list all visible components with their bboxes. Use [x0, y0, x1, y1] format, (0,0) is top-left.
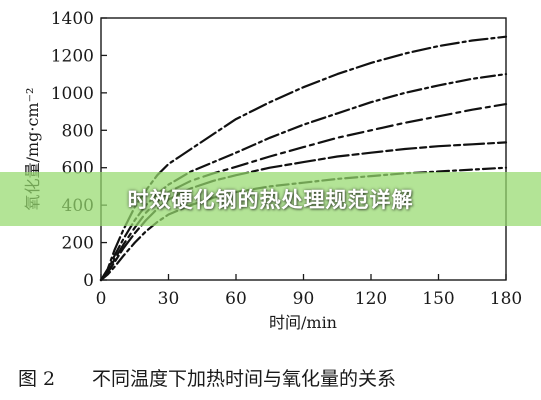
y-tick-label: 1400 — [51, 9, 94, 29]
series-line-2 — [99, 73, 508, 282]
x-tick-label: 30 — [158, 289, 180, 309]
figure-number: 图 2 — [18, 368, 55, 390]
y-axis: 0200400600800100012001400 — [51, 9, 107, 291]
title-banner: 时效硬化钢的热处理规范详解 — [0, 172, 541, 226]
y-tick-label: 1000 — [51, 84, 94, 104]
banner-title: 时效硬化钢的热处理规范详解 — [127, 188, 414, 212]
x-tick-label: 150 — [422, 289, 454, 309]
y-tick-label: 1200 — [51, 46, 94, 66]
x-tick-label: 120 — [355, 289, 387, 309]
y-tick-label: 0 — [83, 271, 94, 291]
series-layer — [99, 35, 508, 282]
x-tick-label: 90 — [293, 289, 315, 309]
y-tick-label: 200 — [62, 234, 94, 254]
x-tick-label: 60 — [225, 289, 247, 309]
x-axis: 0 30 60 90 120 150 180 — [96, 274, 522, 309]
x-axis-label: 时间/min — [269, 313, 337, 332]
y-tick-label: 800 — [62, 121, 94, 141]
x-tick-label: 0 — [96, 289, 107, 309]
figure-caption: 不同温度下加热时间与氧化量的关系 — [92, 368, 396, 390]
plot-frame — [100, 17, 507, 281]
x-tick-label: 180 — [490, 289, 522, 309]
series-line-1 — [99, 35, 508, 282]
